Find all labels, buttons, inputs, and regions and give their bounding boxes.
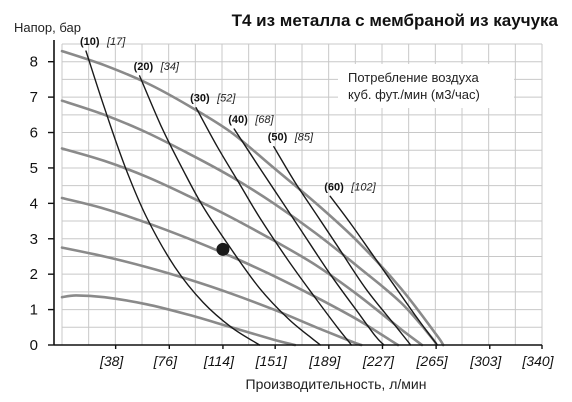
x-tick-label: [151]	[255, 353, 288, 369]
x-tick-label: [76]	[153, 353, 178, 369]
air-label-m3h: [34]	[160, 61, 180, 73]
air-curve-1	[85, 50, 261, 346]
pump-curve-5	[60, 246, 363, 347]
x-tick-label: [265]	[416, 353, 449, 369]
legend-background	[338, 64, 514, 108]
y-tick-label: 4	[30, 195, 38, 212]
pump-curve-6	[60, 294, 297, 347]
air-label-cfm: (30)	[190, 93, 210, 105]
axes: 0 1 2 3 4 5 6 7 8 [38] [76] [114] [151] [189] [227] [26…	[30, 40, 555, 369]
air-curve-2	[138, 75, 322, 346]
x-tick-label: [340]	[521, 353, 554, 369]
air-label-m3h: [52]	[216, 93, 236, 105]
x-tick-label: [114]	[203, 353, 235, 369]
y-tick-label: 8	[30, 54, 38, 71]
y-tick-label: 3	[30, 231, 38, 248]
air-curve-4	[233, 128, 385, 346]
air-curve-5	[273, 146, 412, 346]
y-tick-label: 0	[30, 337, 38, 354]
air-curve-3	[195, 107, 353, 346]
air-label-cfm: (10)	[80, 36, 100, 48]
marker	[216, 242, 230, 256]
legend: Потребление воздуха куб. фут./мин (м3/ча…	[338, 64, 514, 108]
air-label-cfm: (20)	[134, 61, 154, 73]
y-tick-label: 7	[30, 89, 38, 106]
pump-curve-3	[60, 147, 424, 347]
y-tick-label: 1	[30, 302, 38, 319]
air-label-cfm: (40)	[228, 114, 248, 126]
pump-curve-4	[60, 196, 400, 347]
chart-title: T4 из металла с мембраной из каучука	[232, 11, 559, 30]
air-label-m3h: [102]	[350, 181, 376, 193]
grid	[61, 43, 543, 346]
x-tick-label: [303]	[469, 353, 502, 369]
legend-line-2: куб. фут./мин (м3/час)	[348, 87, 480, 102]
legend-line-1: Потребление воздуха	[348, 70, 479, 85]
operating-point-marker	[216, 242, 230, 256]
air-label-cfm: (50)	[268, 132, 288, 144]
pump-curve-1	[60, 49, 445, 347]
x-axis-label: Производительность, л/мин	[246, 376, 427, 392]
y-tick-label: 6	[30, 125, 38, 142]
y-tick-label: 5	[30, 160, 38, 177]
x-tick-label: [38]	[99, 353, 124, 369]
x-tick-label: [189]	[308, 353, 341, 369]
x-tick-label: [227]	[362, 353, 395, 369]
air-curves	[85, 50, 439, 346]
air-labels: (10) [17] (20) [34] (30) [52] (40) [68] (50) [85]…	[80, 36, 377, 193]
air-label-cfm: (60)	[324, 181, 344, 193]
air-label-m3h: [85]	[294, 132, 314, 144]
air-curve-6	[329, 195, 439, 346]
air-label-m3h: [17]	[106, 36, 126, 48]
y-axis-label: Напор, бар	[14, 20, 81, 35]
y-tick-label: 2	[30, 266, 38, 283]
air-label-m3h: [68]	[254, 114, 274, 126]
pump-curve-2	[60, 99, 438, 347]
